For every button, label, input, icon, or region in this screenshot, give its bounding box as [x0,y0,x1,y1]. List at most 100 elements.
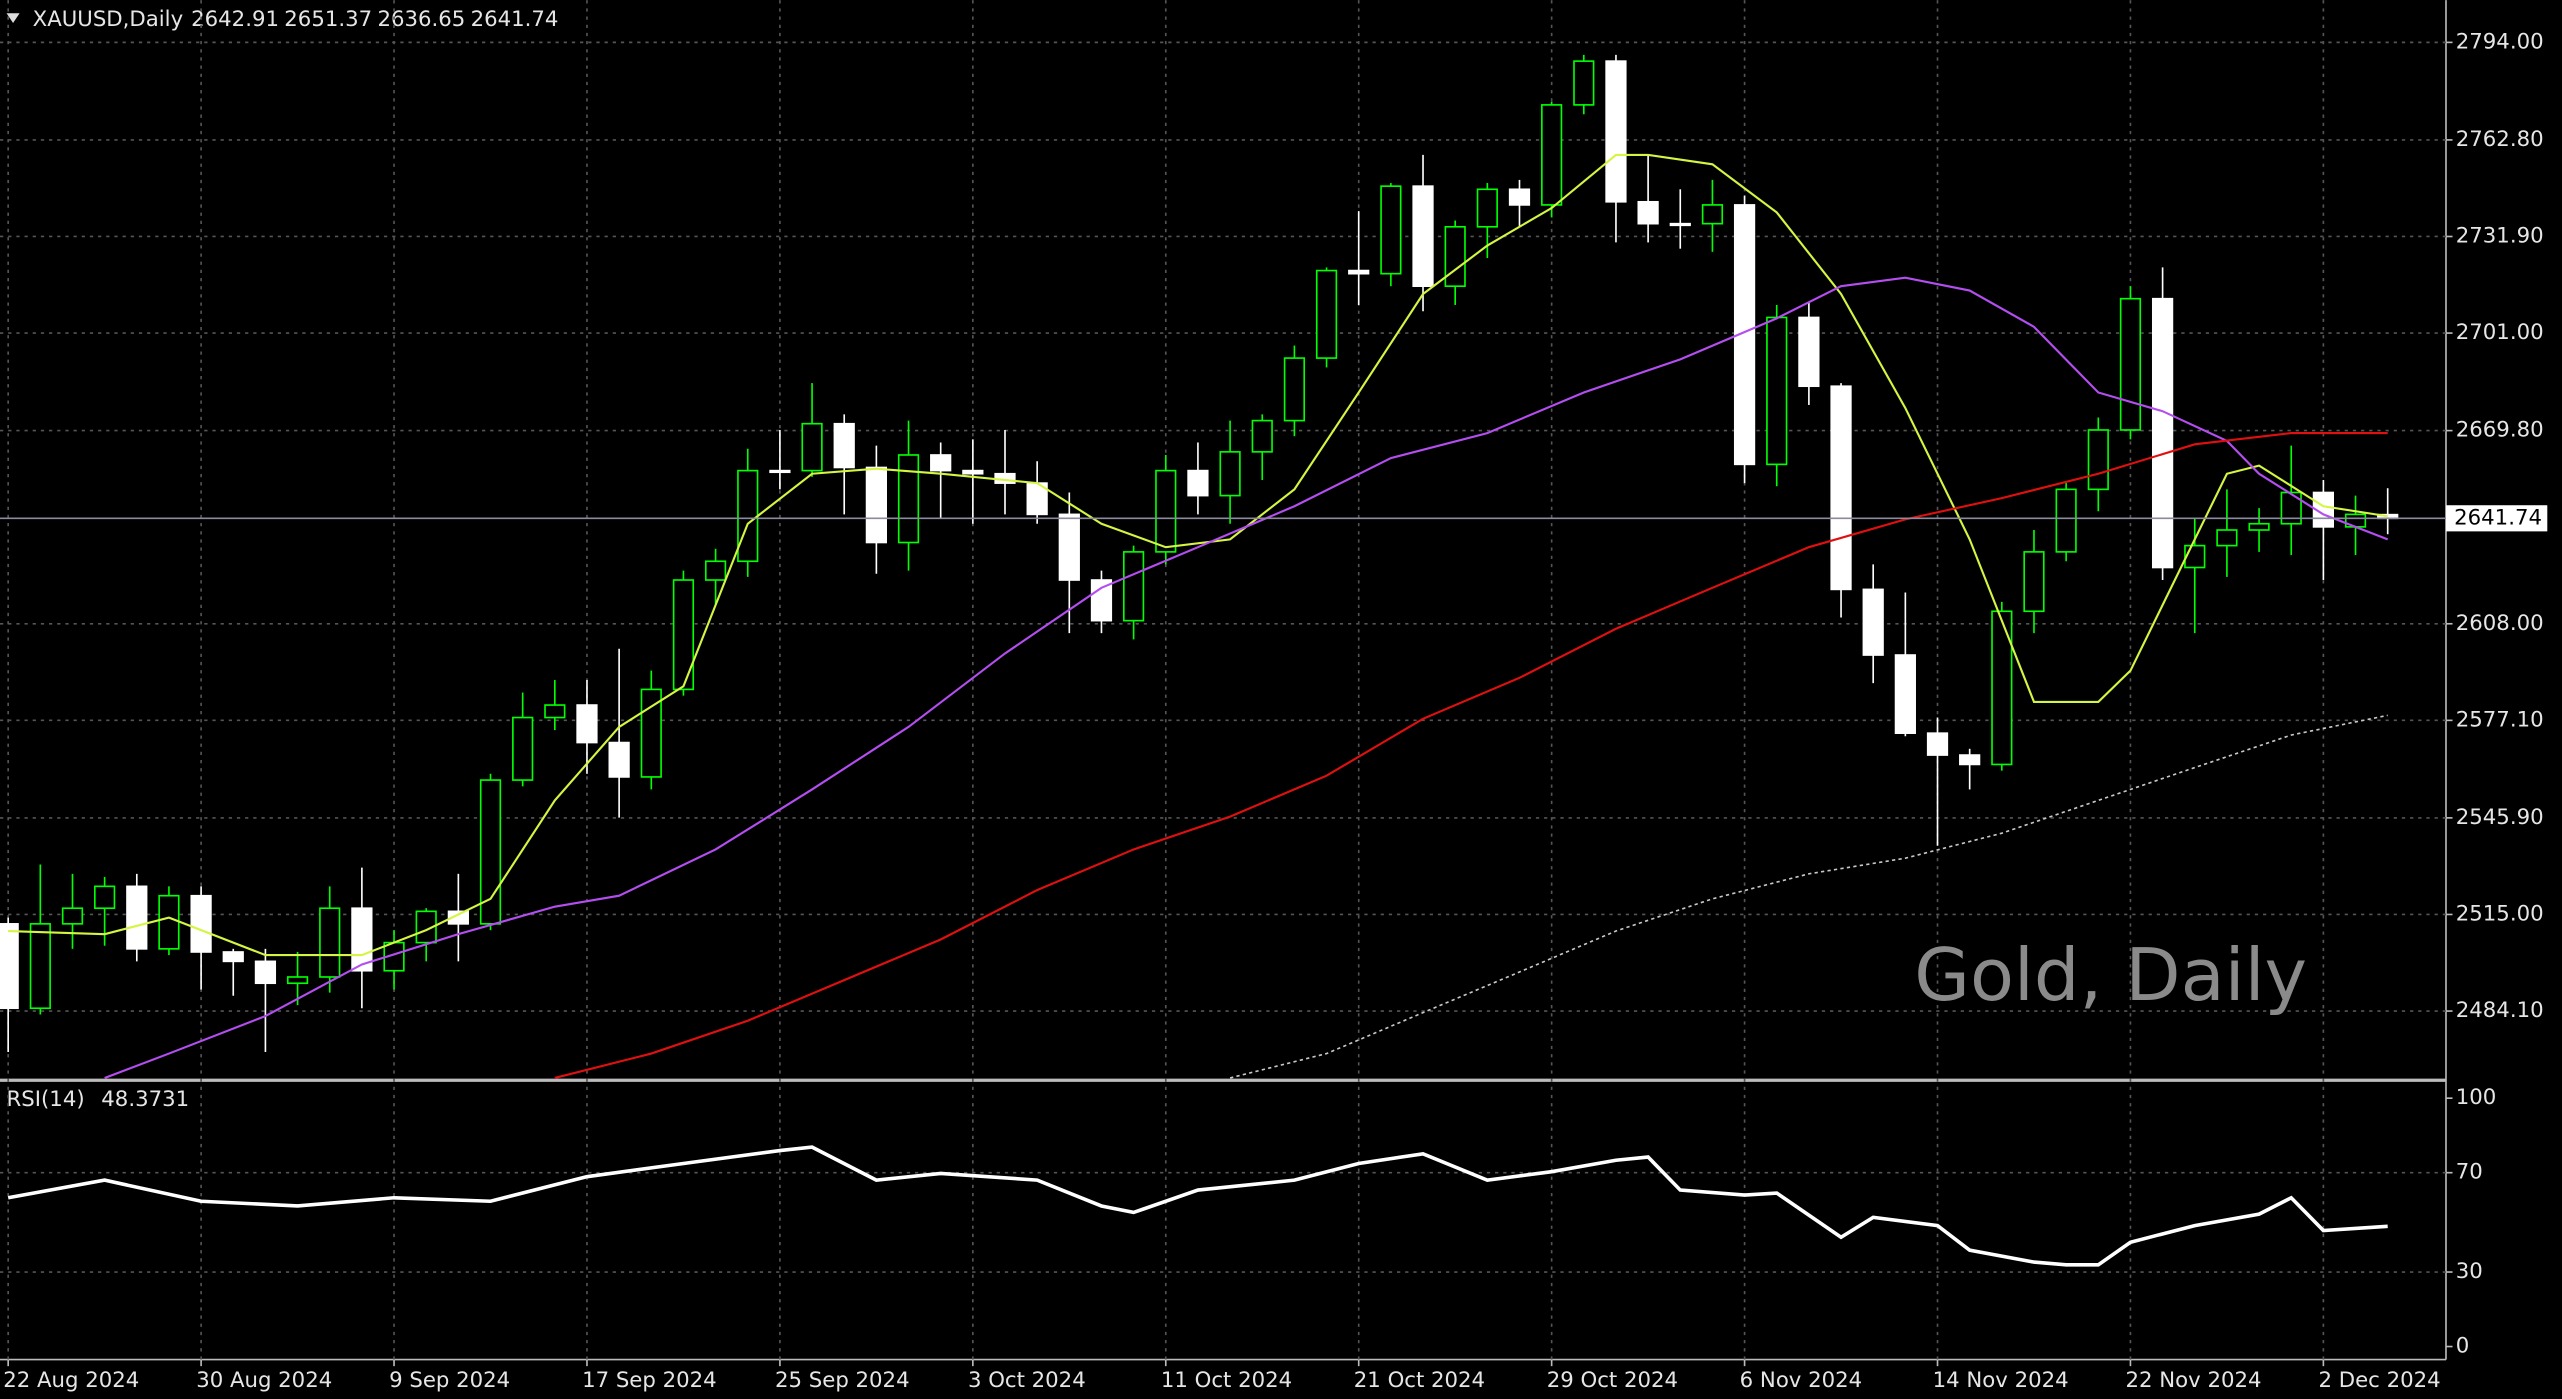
candle-body [1894,654,1916,734]
candle-body [1283,357,1306,422]
ohlc-value: 2641.74 [471,7,559,32]
price-label: 2641.74 [2454,505,2542,530]
candle-body [1573,60,1595,106]
candle-body [479,779,502,925]
candle-body [930,454,952,472]
x-tick-label: 22 Aug 2024 [3,1368,139,1393]
y-tick-label: 2762.80 [2456,127,2544,152]
rsi-value: 48.3731 [101,1087,189,1112]
candle-body [544,704,566,719]
y-tick-label: 2608.00 [2456,611,2544,636]
rsi-tick-label: 100 [2456,1085,2497,1110]
candle-body [1605,60,1627,203]
candle-body [254,960,277,985]
candle-body [2023,551,2045,613]
ohlc-value: 2651.37 [284,7,372,32]
candle-body [126,885,148,950]
candle-body [2119,297,2142,431]
candle-body [1508,188,1531,206]
x-tick-label: 3 Oct 2024 [968,1368,1086,1393]
candle-body [415,910,437,944]
candle-body [1798,316,1820,388]
x-tick-label: 6 Nov 2024 [1740,1368,1863,1393]
watermark: Gold, Daily [1914,933,2307,1017]
y-tick-label: 2731.90 [2456,223,2544,248]
x-tick-label: 29 Oct 2024 [1547,1368,1678,1393]
candle-body [1412,185,1434,288]
y-tick-label: 2669.80 [2456,418,2544,443]
candle-body [2087,429,2109,491]
candle-body [1315,269,1338,359]
x-tick-label: 11 Oct 2024 [1161,1368,1292,1393]
candle-body [897,454,920,544]
x-tick-label: 2 Dec 2024 [2318,1368,2440,1393]
candle-body [801,422,823,472]
x-tick-label: 9 Sep 2024 [389,1368,510,1393]
y-tick-label: 2515.00 [2456,901,2544,926]
candle-body [1444,225,1466,288]
candle-body [222,951,244,963]
candle-body [2151,297,2174,569]
x-tick-label: 14 Nov 2024 [1933,1368,2069,1393]
candle-body [1058,513,1080,581]
candle-body [737,469,759,563]
candle-body [2280,491,2302,525]
candle-body [512,716,534,781]
y-tick-label: 2794.00 [2456,29,2544,54]
candle-body [1187,469,1209,497]
menu-arrow[interactable] [6,13,20,24]
candle-body [2216,529,2238,547]
rsi-tick-label: 70 [2456,1160,2483,1185]
rsi-line [7,1145,2388,1267]
indicator-line [104,276,2389,1079]
ohlc-value: 2642.91 [191,7,279,32]
candle-body [1766,316,1788,466]
candle-body [319,907,341,978]
x-tick-label: 17 Sep 2024 [582,1368,717,1393]
candle-body [1830,385,1852,591]
candle-body [1669,222,1691,227]
candle-body [576,704,598,744]
candle-body [447,910,469,925]
x-tick-label: 21 Oct 2024 [1354,1368,1485,1393]
candle-body [962,469,984,475]
candle-body [769,469,791,474]
candle-body [833,422,855,469]
candle-body [2248,522,2270,531]
rsi-tick-label: 30 [2456,1259,2483,1284]
candle-body [1701,204,1724,225]
indicator-line [8,153,2388,957]
candle-body [1991,610,2013,766]
candle-body [1155,469,1177,553]
candle-body [158,894,180,950]
x-tick-label: 30 Aug 2024 [196,1368,332,1393]
y-tick-label: 2484.10 [2456,998,2544,1023]
candle-body [1862,588,1884,656]
candle-body [1122,551,1145,622]
candle-body [1380,185,1402,275]
x-tick-label: 22 Nov 2024 [2126,1368,2262,1393]
candle-body [608,741,630,778]
candle-body [1541,104,1563,206]
candle-body [29,923,51,1010]
candle-body [1476,188,1498,228]
candle-body [865,466,887,544]
ohlc-value: 2636.65 [377,7,465,32]
x-tick-label: 25 Sep 2024 [775,1368,910,1393]
y-tick-label: 2701.00 [2456,320,2544,345]
candle-body [1926,732,1949,756]
rsi-tick-label: 0 [2456,1334,2470,1359]
candle-body [2184,544,2206,569]
candle-body [1637,200,1659,225]
symbol: XAUUSD,Daily [33,7,183,32]
candle-body [704,560,727,581]
indicator-line [554,432,2388,1079]
candle-body [94,885,116,910]
candle-body [640,688,662,778]
candle-body [2055,488,2077,553]
indicator-line [1229,714,2388,1079]
y-tick-label: 2545.90 [2456,805,2544,830]
candle-body [61,907,84,925]
